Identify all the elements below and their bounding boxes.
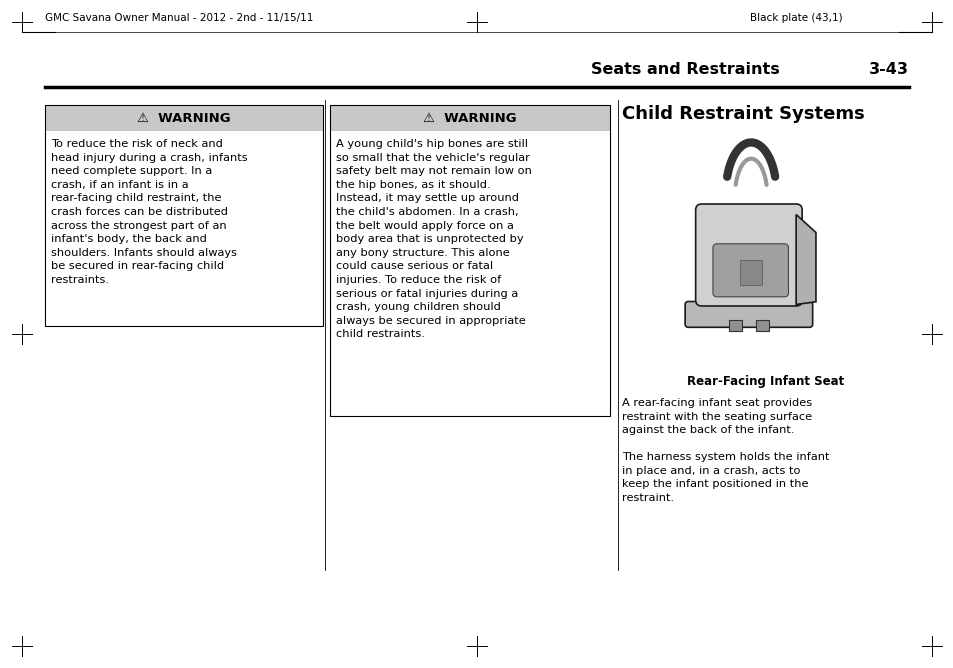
Bar [330,105,609,131]
FancyBboxPatch shape [684,301,812,327]
Text: ⚠  WARNING: ⚠ WARNING [137,112,231,124]
Text: Black plate (43,1): Black plate (43,1) [749,13,841,23]
Text: A rear-facing infant seat provides
restraint with the seating surface
against th: A rear-facing infant seat provides restr… [621,398,811,435]
Text: Seats and Restraints: Seats and Restraints [591,62,780,77]
Text: A young child's hip bones are still
so small that the vehicle's regular
safety b: A young child's hip bones are still so s… [335,139,532,339]
Text: Rear-Facing Infant Seat: Rear-Facing Infant Seat [686,375,843,388]
Bar [45,105,323,326]
Bar [330,105,609,416]
Bar [755,320,768,331]
Bar [728,320,741,331]
FancyBboxPatch shape [695,204,801,306]
Text: 3-43: 3-43 [868,62,908,77]
Text: ⚠  WARNING: ⚠ WARNING [423,112,517,124]
Text: The harness system holds the infant
in place and, in a crash, acts to
keep the i: The harness system holds the infant in p… [621,452,828,503]
Text: Child Restraint Systems: Child Restraint Systems [621,105,863,123]
Bar [45,105,323,131]
Text: To reduce the risk of neck and
head injury during a crash, infants
need complete: To reduce the risk of neck and head inju… [51,139,248,285]
PathPatch shape [796,214,815,305]
Text: GMC Savana Owner Manual - 2012 - 2nd - 11/15/11: GMC Savana Owner Manual - 2012 - 2nd - 1… [45,13,313,23]
FancyBboxPatch shape [712,244,787,297]
Bar [740,259,761,285]
